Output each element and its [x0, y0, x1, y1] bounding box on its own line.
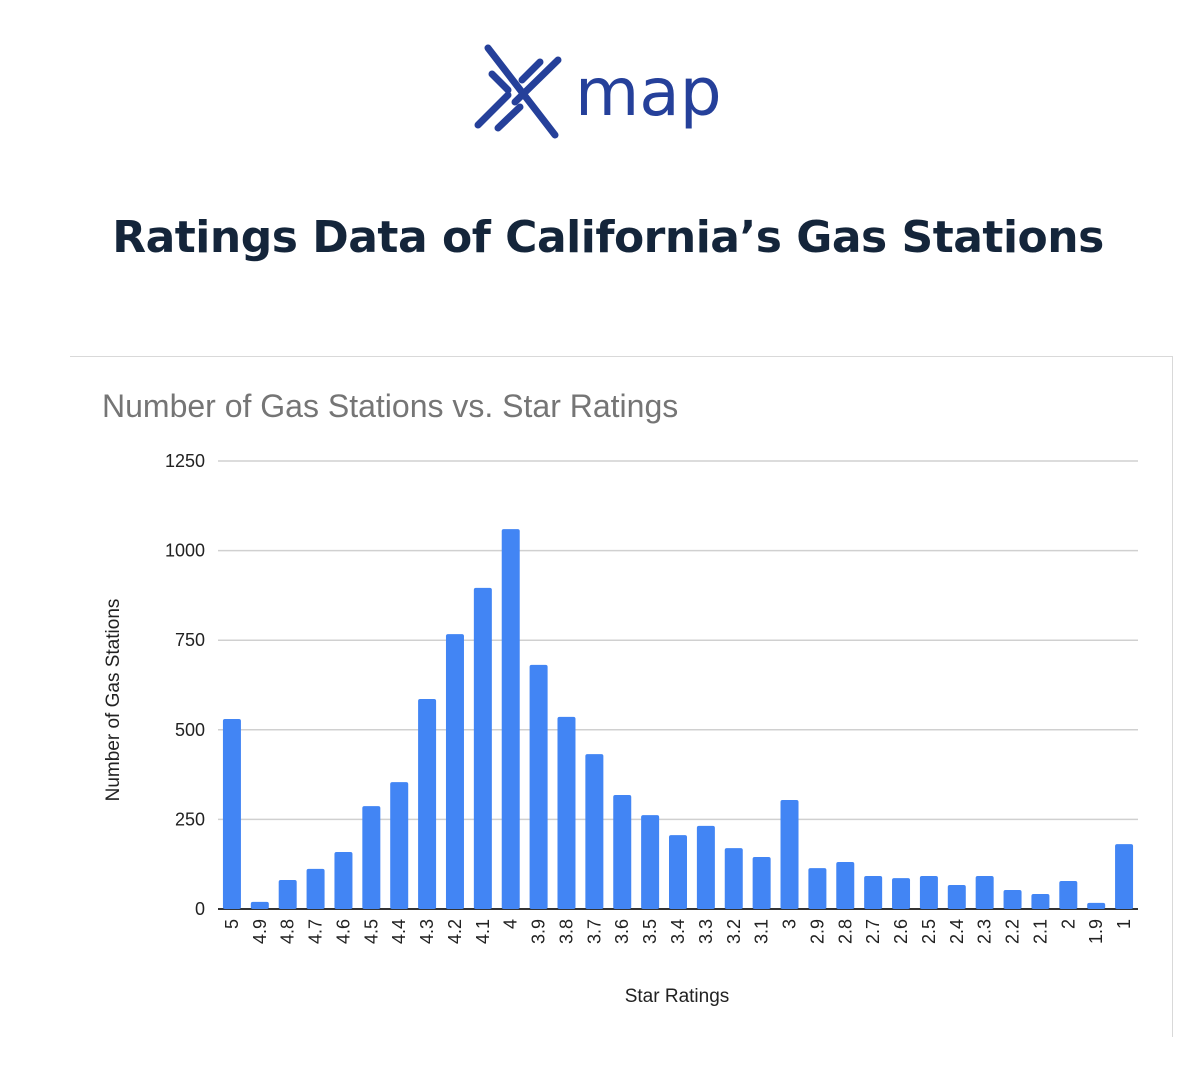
bar-4.1	[473, 587, 492, 909]
x-tick-label: 4.1	[473, 919, 493, 944]
bar-4.3	[418, 698, 437, 909]
x-axis-label: Star Ratings	[625, 986, 730, 1007]
x-tick-label: 3.6	[612, 919, 632, 944]
x-tick-label: 3.7	[584, 919, 604, 944]
bar-4.8	[278, 879, 297, 909]
y-tick-label: 0	[195, 899, 205, 919]
bar-4.9	[250, 901, 269, 909]
x-tick-label: 3.9	[529, 919, 549, 944]
bar-2.2	[1003, 890, 1022, 909]
bar-3.3	[696, 825, 715, 909]
bar-2.6	[892, 878, 911, 909]
x-tick-label: 2.7	[863, 919, 883, 944]
logo-text: map	[575, 54, 722, 131]
bar-2	[1059, 881, 1078, 909]
x-tick-label: 4.7	[306, 919, 326, 944]
x-tick-label: 5	[222, 919, 242, 929]
x-tick-label: 2.4	[947, 919, 967, 944]
x-tick-label: 4.8	[278, 919, 298, 944]
bar-3	[780, 800, 799, 909]
x-tick-label: 2.5	[919, 919, 939, 944]
x-tick-label: 2.9	[807, 919, 827, 944]
xmap-logo: map	[474, 44, 722, 139]
x-tick-label: 2.6	[891, 919, 911, 944]
bar-2.3	[975, 876, 994, 909]
bar-3.4	[669, 835, 687, 909]
x-tick-label: 3.3	[696, 919, 716, 944]
bar-4.7	[306, 868, 325, 909]
bar-3.7	[585, 754, 604, 909]
x-tick-label: 3.5	[640, 919, 660, 944]
x-tick-label: 3.8	[556, 919, 576, 944]
bar-2.7	[864, 876, 883, 909]
bar-3.5	[641, 815, 660, 909]
bar-3.1	[752, 857, 771, 909]
bar-4	[501, 529, 520, 909]
x-tick-label: 4	[501, 919, 521, 929]
bar-3.8	[557, 716, 576, 909]
x-tick-label: 4.2	[445, 919, 465, 944]
chart-title: Number of Gas Stations vs. Star Ratings	[102, 388, 679, 424]
x-tick-label: 3.1	[752, 919, 772, 944]
bar-2.1	[1031, 893, 1050, 909]
y-tick-label: 750	[175, 630, 205, 650]
bar-2.5	[919, 876, 938, 909]
x-tick-label: 2.3	[975, 919, 995, 944]
bar-2.4	[947, 884, 966, 909]
chart-panel	[70, 356, 1173, 1037]
x-tick-label: 4.4	[389, 919, 409, 944]
bar-2.9	[808, 868, 827, 909]
y-tick-label: 500	[175, 720, 205, 740]
y-axis-label: Number of Gas Stations	[103, 599, 124, 802]
x-tick-label: 4.5	[361, 919, 381, 944]
y-tick-label: 1250	[165, 451, 205, 471]
bar-4.6	[334, 852, 353, 909]
bar-4.5	[362, 806, 381, 909]
bar-4.4	[390, 782, 409, 909]
bar-4.2	[445, 634, 464, 909]
y-tick-label: 250	[175, 809, 205, 829]
bar-5	[222, 719, 241, 909]
x-tick-label: 2.2	[1003, 919, 1023, 944]
x-tick-label: 2.8	[835, 919, 855, 944]
x-tick-label: 3.4	[668, 919, 688, 944]
x-tick-label: 4.3	[417, 919, 437, 944]
bar-2.8	[836, 862, 855, 909]
bar-1.9	[1087, 902, 1106, 909]
x-tick-label: 1	[1114, 919, 1134, 929]
x-tick-label: 4.6	[333, 919, 353, 944]
bar-1	[1115, 844, 1134, 909]
x-tick-label: 2.1	[1030, 919, 1050, 944]
bar-3.6	[613, 795, 632, 909]
x-tick-label: 3.2	[724, 919, 744, 944]
bar-3.2	[724, 848, 743, 909]
x-tick-label: 4.9	[250, 919, 270, 944]
x-tick-label: 3	[780, 919, 800, 929]
x-tick-label: 2	[1058, 919, 1078, 929]
x-tick-label: 1.9	[1086, 919, 1106, 944]
bar-3.9	[529, 664, 548, 909]
page-title: Ratings Data of California’s Gas Station…	[112, 212, 1104, 263]
y-tick-label: 1000	[165, 541, 205, 561]
